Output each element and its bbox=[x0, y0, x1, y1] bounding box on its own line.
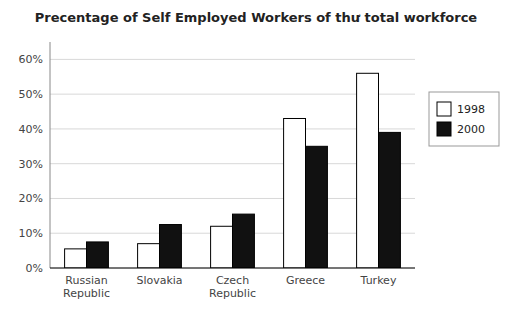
bar bbox=[357, 73, 379, 268]
y-axis-line bbox=[50, 42, 51, 268]
y-tick-label: 10% bbox=[19, 227, 43, 240]
grid bbox=[50, 59, 415, 268]
legend-frame bbox=[429, 92, 499, 146]
y-tick-label: 30% bbox=[19, 158, 43, 171]
bar bbox=[233, 214, 255, 268]
bar bbox=[65, 249, 87, 268]
grid-line bbox=[50, 59, 415, 60]
bars bbox=[65, 73, 401, 268]
bar bbox=[160, 225, 182, 268]
legend-swatch bbox=[437, 122, 451, 136]
x-tick-label: CzechRepublic bbox=[209, 274, 256, 300]
legend: 1998 2000 bbox=[429, 92, 499, 146]
y-tick-label: 0% bbox=[26, 262, 43, 275]
x-tick-label: RussianRepublic bbox=[63, 274, 110, 300]
y-tick-label: 60% bbox=[19, 53, 43, 66]
y-tick-label: 20% bbox=[19, 192, 43, 205]
bar bbox=[379, 132, 401, 268]
title: Precentage of Self Employed Workers of t… bbox=[35, 10, 478, 25]
x-tick-label: Greece bbox=[286, 274, 325, 287]
y-tick-label: 50% bbox=[19, 88, 43, 101]
legend-label: 1998 bbox=[457, 103, 485, 116]
x-tick-label: Turkey bbox=[360, 274, 397, 287]
bar bbox=[306, 146, 328, 268]
legend-label: 2000 bbox=[457, 123, 485, 136]
legend-swatch bbox=[437, 102, 451, 116]
x-axis-line bbox=[50, 268, 415, 269]
bar bbox=[138, 244, 160, 268]
bar bbox=[284, 118, 306, 268]
bar bbox=[87, 242, 109, 268]
bar bbox=[211, 226, 233, 268]
chart: Precentage of Self Employed Workers of t… bbox=[0, 0, 512, 321]
y-tick-label: 40% bbox=[19, 123, 43, 136]
x-tick-label: Slovakia bbox=[136, 274, 182, 287]
grid-line bbox=[50, 268, 415, 269]
